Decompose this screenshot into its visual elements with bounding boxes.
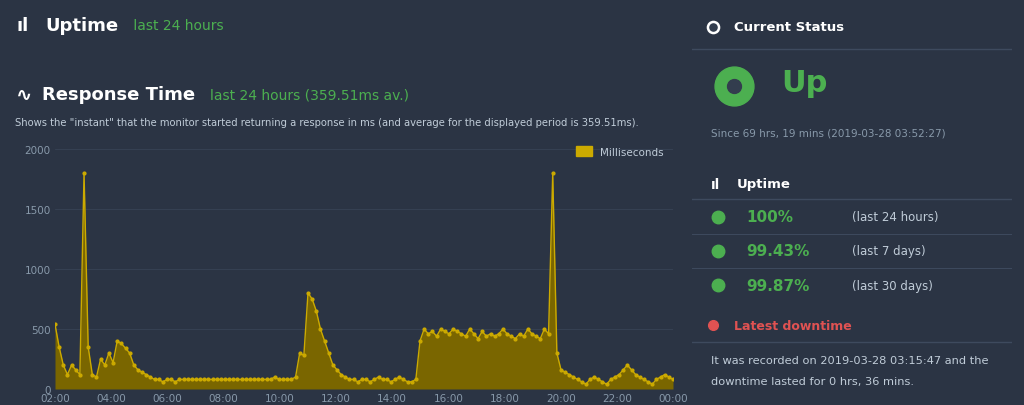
Text: 99.87%: 99.87% xyxy=(746,278,810,293)
Legend: Milliseconds: Milliseconds xyxy=(571,143,668,161)
Text: (last 24 hours): (last 24 hours) xyxy=(852,211,939,224)
Text: Uptime: Uptime xyxy=(737,178,791,191)
Text: last 24 hours (359.51ms av.): last 24 hours (359.51ms av.) xyxy=(210,88,409,102)
Text: Current Status: Current Status xyxy=(733,21,844,34)
Text: Up: Up xyxy=(781,69,828,98)
Text: 99.43%: 99.43% xyxy=(746,243,810,258)
Text: (last 30 days): (last 30 days) xyxy=(852,279,933,292)
Text: (last 7 days): (last 7 days) xyxy=(852,245,926,258)
Text: ıl: ıl xyxy=(16,17,29,35)
Text: ıl: ıl xyxy=(712,177,721,192)
Text: last 24 hours: last 24 hours xyxy=(129,19,223,33)
Text: Uptime: Uptime xyxy=(45,17,118,35)
Text: Since 69 hrs, 19 mins (2019-03-28 03:52:27): Since 69 hrs, 19 mins (2019-03-28 03:52:… xyxy=(712,128,946,138)
Text: 100%: 100% xyxy=(746,210,794,225)
Text: ∿: ∿ xyxy=(16,86,33,105)
Text: downtime lasted for 0 hrs, 36 mins.: downtime lasted for 0 hrs, 36 mins. xyxy=(712,376,914,386)
Text: It was recorded on 2019-03-28 03:15:47 and the: It was recorded on 2019-03-28 03:15:47 a… xyxy=(712,355,989,365)
Text: Latest downtime: Latest downtime xyxy=(733,319,851,332)
Text: Response Time: Response Time xyxy=(42,86,195,104)
Text: Shows the "instant" that the monitor started returning a response in ms (and ave: Shows the "instant" that the monitor sta… xyxy=(14,118,639,128)
